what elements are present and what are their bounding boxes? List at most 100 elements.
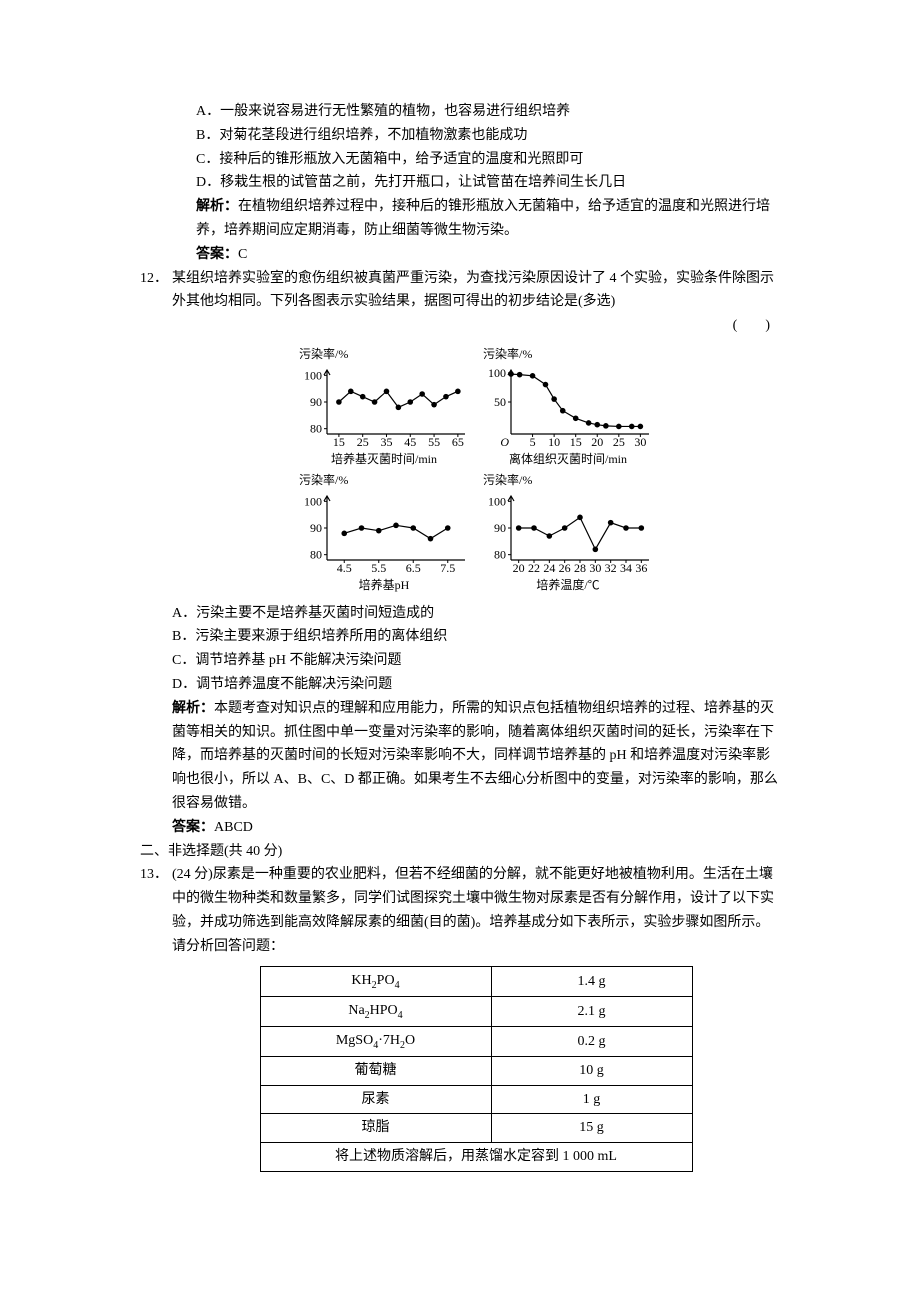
option-b: B．对菊花茎段进行组织培养，不加植物激素也能成功: [140, 124, 780, 148]
svg-text:5.5: 5.5: [371, 561, 386, 574]
q12-option-b: B．污染主要来源于组织培养所用的离体组织: [172, 625, 780, 649]
svg-text:35: 35: [380, 435, 392, 448]
svg-text:34: 34: [620, 561, 632, 574]
q11-answer: 答案：C: [140, 243, 780, 267]
table-cell-chemical: Na2HPO4: [260, 997, 491, 1027]
chart-4-ylabel: 污染率/%: [483, 470, 653, 490]
answer-blank: ( ): [172, 314, 780, 338]
svg-text:55: 55: [428, 435, 440, 448]
svg-text:36: 36: [635, 561, 647, 574]
chart-1-xlabel: 培养基灭菌时间/min: [299, 449, 469, 469]
table-cell-chemical: KH2PO4: [260, 967, 491, 997]
svg-text:O: O: [500, 435, 509, 448]
svg-text:100: 100: [304, 494, 322, 508]
svg-text:26: 26: [559, 561, 571, 574]
svg-text:28: 28: [574, 561, 586, 574]
svg-text:32: 32: [605, 561, 617, 574]
svg-text:45: 45: [404, 435, 416, 448]
chart-1-svg: 80 90 100 15 25 35 45 55 65: [299, 366, 469, 448]
svg-text:5: 5: [530, 435, 536, 448]
answer-text: C: [238, 247, 247, 262]
option-a: A．一般来说容易进行无性繁殖的植物，也容易进行组织培养: [140, 100, 780, 124]
q12-answer: 答案：ABCD: [172, 816, 780, 840]
svg-text:10: 10: [548, 435, 560, 448]
svg-text:90: 90: [310, 521, 322, 535]
table-cell-amount: 10 g: [491, 1056, 692, 1085]
svg-text:80: 80: [494, 548, 506, 562]
table-cell-amount: 15 g: [491, 1114, 692, 1143]
chart-4: 污染率/% 80 90 100 202224 262830 323436 培养温度/℃: [483, 470, 653, 596]
svg-text:25: 25: [357, 435, 369, 448]
chart-2: 污染率/% 50 100 O 5 10 15 20 25 30 离体组织灭菌时间/min: [483, 344, 653, 470]
chart-4-svg: 80 90 100 202224 262830 323436: [483, 492, 653, 574]
svg-text:4.5: 4.5: [337, 561, 352, 574]
explain-label: 解析：: [172, 701, 214, 716]
svg-text:90: 90: [494, 521, 506, 535]
svg-text:7.5: 7.5: [440, 561, 455, 574]
chart-3-xlabel: 培养基pH: [299, 575, 469, 595]
table-cell-chemical: 尿素: [260, 1085, 491, 1114]
svg-text:65: 65: [452, 435, 464, 448]
option-d: D．移栽生根的试管苗之前，先打开瓶口，让试管苗在培养间生长几日: [140, 171, 780, 195]
table-row: Na2HPO42.1 g: [260, 997, 692, 1027]
svg-text:80: 80: [310, 548, 322, 562]
svg-text:100: 100: [304, 369, 322, 383]
q12-option-a: A．污染主要不是培养基灭菌时间短造成的: [172, 602, 780, 626]
table-cell-amount: 0.2 g: [491, 1027, 692, 1057]
chart-2-ylabel: 污染率/%: [483, 344, 653, 364]
answer-label: 答案：: [196, 247, 238, 262]
chart-3: 污染率/% 80 90 100 4.5 5.5 6.5 7.5 培养基pH: [299, 470, 469, 596]
table-cell-chemical: 琼脂: [260, 1114, 491, 1143]
chart-1-ylabel: 污染率/%: [299, 344, 469, 364]
q12: 12． 某组织培养实验室的愈伤组织被真菌严重污染，为查找污染原因设计了 4 个实…: [140, 267, 780, 840]
explain-text: 本题考查对知识点的理解和应用能力，所需的知识点包括植物组织培养的过程、培养基的灭…: [172, 701, 778, 811]
table-row: KH2PO41.4 g: [260, 967, 692, 997]
svg-text:30: 30: [634, 435, 646, 448]
table-cell-chemical: 葡萄糖: [260, 1056, 491, 1085]
q13-stem: (24 分)尿素是一种重要的农业肥料，但若不经细菌的分解，就不能更好地被植物利用…: [172, 863, 780, 958]
option-c: C．接种后的锥形瓶放入无菌箱中，给予适宜的温度和光照即可: [140, 148, 780, 172]
svg-text:20: 20: [591, 435, 603, 448]
q12-stem: 某组织培养实验室的愈伤组织被真菌严重污染，为查找污染原因设计了 4 个实验，实验…: [172, 267, 780, 315]
chart-2-xlabel: 离体组织灭菌时间/min: [483, 449, 653, 469]
chart-4-xlabel: 培养温度/℃: [483, 575, 653, 595]
table-row: MgSO4·7H2O0.2 g: [260, 1027, 692, 1057]
chart-1: 污染率/% 80 90 100 15 25 35 45 55 65 培养基灭菌时间/min: [299, 344, 469, 470]
answer-text: ABCD: [214, 820, 253, 835]
svg-text:80: 80: [310, 422, 322, 436]
svg-text:15: 15: [570, 435, 582, 448]
svg-text:24: 24: [543, 561, 555, 574]
svg-text:100: 100: [488, 494, 506, 508]
svg-text:90: 90: [310, 395, 322, 409]
svg-text:6.5: 6.5: [406, 561, 421, 574]
svg-text:25: 25: [613, 435, 625, 448]
table-cell-amount: 2.1 g: [491, 997, 692, 1027]
svg-text:50: 50: [494, 395, 506, 409]
chart-3-ylabel: 污染率/%: [299, 470, 469, 490]
q11-explain: 解析：在植物组织培养过程中，接种后的锥形瓶放入无菌箱中，给予适宜的温度和光照进行…: [140, 195, 780, 243]
q12-explain: 解析：本题考查对知识点的理解和应用能力，所需的知识点包括植物组织培养的过程、培养…: [172, 697, 780, 816]
explain-text: 在植物组织培养过程中，接种后的锥形瓶放入无菌箱中，给予适宜的温度和光照进行培养，…: [196, 199, 770, 238]
chart-2-svg: 50 100 O 5 10 15 20 25 30: [483, 366, 653, 448]
q13-table: KH2PO41.4 gNa2HPO42.1 gMgSO4·7H2O0.2 g葡萄…: [260, 966, 693, 1172]
q13-number: 13．: [140, 863, 172, 1180]
table-cell-amount: 1 g: [491, 1085, 692, 1114]
charts-grid: 污染率/% 80 90 100 15 25 35 45 55 65 培养基灭菌时间/min 污染…: [172, 344, 780, 596]
svg-text:20: 20: [513, 561, 525, 574]
table-cell-chemical: MgSO4·7H2O: [260, 1027, 491, 1057]
table-cell-amount: 1.4 g: [491, 967, 692, 997]
q13: 13． (24 分)尿素是一种重要的农业肥料，但若不经细菌的分解，就不能更好地被…: [140, 863, 780, 1180]
chart-3-svg: 80 90 100 4.5 5.5 6.5 7.5: [299, 492, 469, 574]
q12-option-c: C．调节培养基 pH 不能解决污染问题: [172, 649, 780, 673]
svg-text:100: 100: [488, 366, 506, 380]
svg-text:30: 30: [589, 561, 601, 574]
table-footer-cell: 将上述物质溶解后，用蒸馏水定容到 1 000 mL: [260, 1143, 692, 1172]
q12-number: 12．: [140, 267, 172, 840]
explain-label: 解析：: [196, 199, 238, 214]
svg-text:22: 22: [528, 561, 540, 574]
answer-label: 答案：: [172, 820, 214, 835]
table-row: 葡萄糖10 g: [260, 1056, 692, 1085]
svg-text:15: 15: [333, 435, 345, 448]
table-row: 尿素1 g: [260, 1085, 692, 1114]
section-2-heading: 二、非选择题(共 40 分): [140, 840, 780, 864]
